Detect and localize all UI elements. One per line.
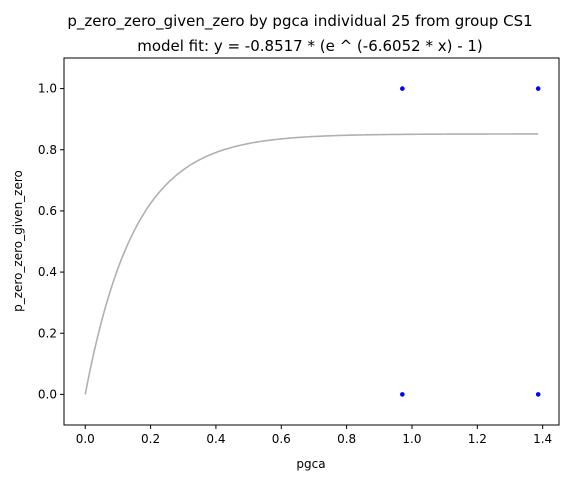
model-fit-curve bbox=[84, 133, 539, 395]
x-axis: 0.0 0.2 0.4 0.6 0.8 1.0 1.2 1.4 bbox=[76, 425, 552, 446]
x-tick-label: 0.4 bbox=[206, 432, 225, 446]
x-tick-label: 0.2 bbox=[141, 432, 160, 446]
x-tick-label: 0.0 bbox=[76, 432, 95, 446]
x-tick-label: 1.4 bbox=[533, 432, 552, 446]
x-axis-label: pgca bbox=[296, 457, 325, 471]
y-tick-label: 1.0 bbox=[38, 82, 57, 96]
y-tick-label: 0.6 bbox=[38, 204, 57, 218]
data-point bbox=[400, 86, 405, 91]
chart-subtitle: model fit: y = -0.8517 * (e ^ (-6.6052 *… bbox=[137, 37, 483, 55]
x-tick-label: 0.8 bbox=[337, 432, 356, 446]
y-tick-label: 0.8 bbox=[38, 143, 57, 157]
chart-title: p_zero_zero_given_zero by pgca individua… bbox=[67, 12, 532, 31]
data-points bbox=[400, 86, 541, 397]
x-tick-label: 0.6 bbox=[272, 432, 291, 446]
data-point bbox=[400, 392, 405, 397]
data-point bbox=[535, 392, 541, 397]
y-tick-label: 0.0 bbox=[38, 387, 57, 401]
y-axis: 0.0 0.2 0.4 0.6 0.8 1.0 bbox=[38, 82, 64, 401]
y-tick-label: 0.2 bbox=[38, 326, 57, 340]
plot-area-frame bbox=[63, 57, 560, 426]
x-tick-label: 1.0 bbox=[402, 432, 421, 446]
x-tick-label: 1.2 bbox=[468, 432, 487, 446]
y-axis-label: p_zero_zero_given_zero bbox=[11, 170, 25, 312]
data-point bbox=[535, 86, 541, 91]
y-tick-label: 0.4 bbox=[38, 265, 57, 279]
